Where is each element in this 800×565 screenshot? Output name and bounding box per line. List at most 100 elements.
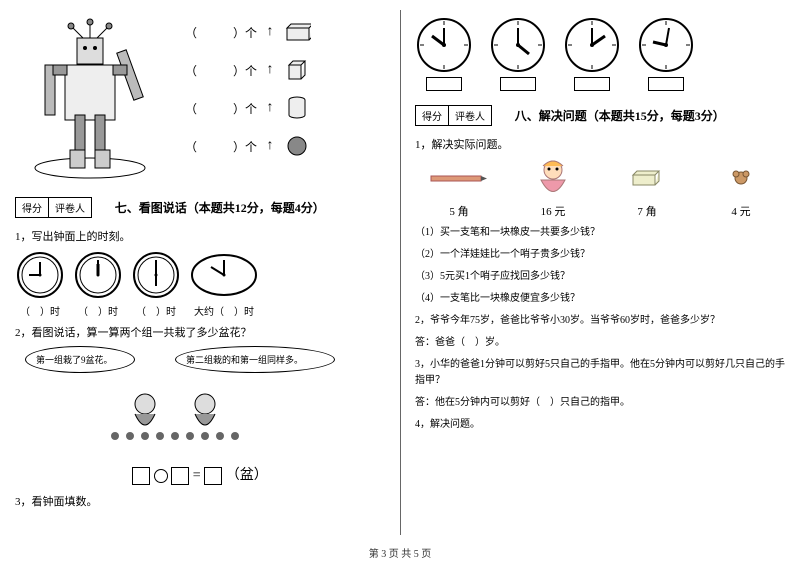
- question-8-1: 1，解决实际问题。: [415, 136, 785, 152]
- sphere-icon: [283, 134, 311, 158]
- eraser-icon: [603, 158, 691, 200]
- bracket-left: （: [185, 24, 197, 41]
- clock-4: 大约（ ）时: [189, 250, 259, 318]
- price-eraser: 7 角: [603, 158, 691, 219]
- clock-2: （ ）时: [73, 250, 123, 318]
- speech-bubble-1: 第一组栽了9盆花。: [25, 346, 135, 373]
- toy-icon: [697, 158, 785, 200]
- bracket-right: ）个: [233, 138, 257, 155]
- clock-icon: [131, 250, 181, 300]
- bracket-right: ）个: [233, 100, 257, 117]
- clock-top-2: [489, 16, 547, 91]
- sub-q-1: （1）买一支笔和一块橡皮一共要多少钱？: [415, 225, 785, 241]
- speech-figure: 第一组栽了9盆花。 第二组栽的和第一组同样多。: [15, 346, 355, 456]
- count-blank[interactable]: [203, 24, 227, 41]
- price-label: 16 元: [541, 203, 566, 219]
- doll-icon: [509, 158, 597, 200]
- clock-top-1: [415, 16, 473, 91]
- eq-box[interactable]: [132, 467, 150, 485]
- answer-input[interactable]: [648, 77, 684, 91]
- page-footer: 第 3 页 共 5 页: [0, 545, 800, 560]
- cylinder-icon: [283, 96, 311, 120]
- price-label: 7 角: [637, 203, 656, 219]
- sub-q-2: （2）一个洋娃娃比一个哨子贵多少钱？: [415, 247, 785, 263]
- question-8-2: 2，爷爷今年75岁，爸爸比爷爷小30岁。当爷爷60岁时，爸爸多少岁？: [415, 313, 785, 329]
- shape-row-sphere: （ ）个 ↑: [185, 134, 311, 158]
- clock-icon: [489, 16, 547, 74]
- children-image: [95, 386, 275, 456]
- count-blank[interactable]: [203, 100, 227, 117]
- answer-input[interactable]: [574, 77, 610, 91]
- bracket-left: （: [185, 62, 197, 79]
- count-blank[interactable]: [203, 62, 227, 79]
- shape-count-list: （ ）个 ↑ （ ）个 ↑ （ ）个: [185, 10, 311, 180]
- price-label: 5 角: [449, 203, 468, 219]
- cuboid-icon: [283, 20, 311, 44]
- section-8-title: 八、解决问题（本题共15分，每题3分）: [515, 107, 725, 124]
- price-pencil: 5 角: [415, 158, 503, 219]
- score-table: 得分 评卷人: [15, 197, 92, 218]
- answer-8-3[interactable]: 答：他在5分钟内可以剪好（ ）只自己的指甲。: [415, 395, 785, 411]
- arrow-icon: ↑: [263, 138, 277, 154]
- score-label: 得分: [16, 198, 49, 217]
- bracket-right: ）个: [233, 62, 257, 79]
- clock-top-4: [637, 16, 695, 91]
- shape-row-cuboid: （ ）个 ↑: [185, 20, 311, 44]
- eq-box[interactable]: [204, 467, 222, 485]
- robot-shapes-section: （ ）个 ↑ （ ）个 ↑ （ ）个: [15, 10, 385, 180]
- clock-label[interactable]: （ ）时: [20, 303, 60, 318]
- sub-q-4: （4）一支笔比一块橡皮便宜多少钱？: [415, 291, 785, 307]
- clock-1: （ ）时: [15, 250, 65, 318]
- clock-icon: [73, 250, 123, 300]
- clock-top-3: [563, 16, 621, 91]
- section-7-title: 七、看图说话（本题共12分，每题4分）: [115, 199, 325, 216]
- right-column: 得分 评卷人 八、解决问题（本题共15分，每题3分） 1，解决实际问题。 5 角…: [400, 0, 800, 565]
- equals-sign: =: [193, 468, 204, 483]
- price-label: 4 元: [731, 203, 750, 219]
- clock-icon: [563, 16, 621, 74]
- clock-icon: [415, 16, 473, 74]
- shape-row-cylinder: （ ）个 ↑: [185, 96, 311, 120]
- cube-icon: [283, 58, 311, 82]
- score-label: 得分: [416, 106, 449, 125]
- pencil-icon: [415, 158, 503, 200]
- clock-label[interactable]: 大约（ ）时: [194, 303, 254, 318]
- price-doll: 16 元: [509, 158, 597, 219]
- shape-row-cube: （ ）个 ↑: [185, 58, 311, 82]
- clocks-row-1: （ ）时 （ ）时 （ ）时 大约（ ）时: [15, 250, 385, 318]
- bracket-left: （: [185, 138, 197, 155]
- count-blank[interactable]: [203, 138, 227, 155]
- question-3: 3，看钟面填数。: [15, 493, 385, 509]
- arrow-icon: ↑: [263, 62, 277, 78]
- clock-label[interactable]: （ ）时: [78, 303, 118, 318]
- arrow-icon: ↑: [263, 24, 277, 40]
- bracket-left: （: [185, 100, 197, 117]
- eq-operator[interactable]: [154, 469, 168, 483]
- answer-input[interactable]: [500, 77, 536, 91]
- clocks-row-top: [415, 16, 785, 91]
- equation[interactable]: = （盆）: [15, 464, 385, 485]
- clock-oval-icon: [189, 250, 259, 300]
- robot-image: [15, 10, 165, 180]
- price-items: 5 角 16 元 7 角 4 元: [415, 158, 785, 219]
- clock-3: （ ）时: [131, 250, 181, 318]
- left-column: （ ）个 ↑ （ ）个 ↑ （ ）个: [0, 0, 400, 565]
- reviewer-label: 评卷人: [449, 106, 491, 125]
- speech-bubble-2: 第二组栽的和第一组同样多。: [175, 346, 335, 373]
- equation-unit: （盆）: [226, 468, 268, 483]
- answer-8-2[interactable]: 答：爸爸（ ）岁。: [415, 335, 785, 351]
- bracket-right: ）个: [233, 24, 257, 41]
- eq-box[interactable]: [171, 467, 189, 485]
- question-1: 1，写出钟面上的时刻。: [15, 228, 385, 244]
- question-8-3: 3，小华的爸爸1分钟可以剪好5只自己的手指甲。他在5分钟内可以剪好几只自己的手指…: [415, 357, 785, 389]
- score-table: 得分 评卷人: [415, 105, 492, 126]
- arrow-icon: ↑: [263, 100, 277, 116]
- reviewer-label: 评卷人: [49, 198, 91, 217]
- question-8-4: 4，解决问题。: [415, 417, 785, 433]
- clock-label[interactable]: （ ）时: [136, 303, 176, 318]
- clock-icon: [15, 250, 65, 300]
- question-2: 2，看图说话，算一算两个组一共栽了多少盆花？: [15, 324, 385, 340]
- price-toy: 4 元: [697, 158, 785, 219]
- clock-icon: [637, 16, 695, 74]
- answer-input[interactable]: [426, 77, 462, 91]
